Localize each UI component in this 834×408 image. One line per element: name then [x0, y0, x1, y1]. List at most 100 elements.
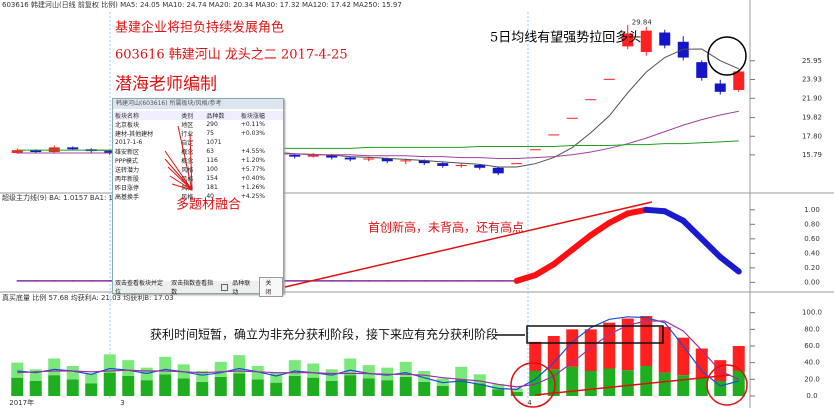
table-cell: +0.40%: [240, 175, 265, 182]
bar: [325, 381, 338, 396]
bar: [695, 377, 708, 396]
footer-hint: 双击查看板块并定位: [115, 280, 164, 296]
table-row[interactable]: PPP模式 概念 116 +1.20%: [113, 156, 283, 165]
dialog-title: 韩建河山(603616) 所属板块/风格/参考: [113, 99, 283, 109]
table-cell: +0.11%: [240, 121, 265, 128]
y-tick-label: 23.93: [802, 75, 822, 83]
table-cell: +4.25%: [240, 193, 265, 200]
bar: [159, 374, 172, 396]
table-cell: 板块名称: [113, 111, 180, 120]
y-tick-label: 21.90: [802, 94, 822, 102]
bar: [566, 366, 579, 396]
bar: [473, 383, 486, 396]
candle-body: [474, 164, 486, 168]
candle-body: [622, 33, 634, 47]
y-tick-label: 60.0: [804, 342, 820, 350]
table-cell: 建材-其他建材: [115, 131, 154, 138]
bar: [492, 384, 505, 390]
table-cell: +5.77%: [240, 166, 265, 173]
table-row[interactable]: 建材-其他建材 行业 75 +0.03%: [113, 129, 283, 138]
table-cell: 181: [206, 184, 218, 191]
table-cell: 概念: [181, 149, 194, 156]
table-row[interactable]: 昨日涨停 风格 181 +1.26%: [113, 183, 283, 192]
table-cell: 自定: [181, 140, 194, 147]
table-cell: 品种数: [204, 111, 239, 120]
bar: [11, 362, 24, 378]
dialog-footer: 双击查看板块并定位 双击指数查看指数 品种联动 关闭: [113, 277, 284, 297]
close-button[interactable]: 关闭: [259, 277, 284, 297]
bar: [640, 366, 653, 396]
candle-body: [289, 154, 301, 157]
sector-table: 板块名称 类别 品种数 板块涨幅 北京板块 地区 290 +0.11% 建材-其他建材 行业 75 +…: [113, 111, 283, 201]
bar: [29, 381, 42, 396]
bar: [103, 372, 116, 396]
bar: [473, 374, 486, 384]
line-segment: [680, 217, 705, 242]
bar: [344, 358, 357, 376]
candle-body: [11, 150, 23, 153]
bar: [29, 369, 42, 381]
candle-body: [455, 164, 467, 166]
table-cell: 100: [206, 166, 218, 173]
bar: [11, 377, 24, 396]
bar: [529, 341, 542, 371]
y-tick-label: 15.79: [802, 151, 822, 159]
high-label: 29.84: [632, 19, 653, 27]
candle-body: [30, 150, 42, 153]
table-cell: 154: [206, 175, 218, 182]
y-tick-label: 0.20: [804, 264, 820, 272]
table-cell: 75: [206, 130, 214, 137]
line-segment: [550, 246, 576, 268]
bar: [603, 368, 616, 396]
candle-body: [437, 163, 449, 166]
bar: [196, 371, 209, 382]
panel-title: 603616 韩建河山(日线 前复权 比例) MA5: 24.05 MA10: …: [2, 0, 402, 9]
checkbox[interactable]: [221, 283, 229, 291]
bar: [455, 379, 468, 396]
checkbox-label[interactable]: 品种联动: [232, 280, 251, 296]
table-cell: 送转潜力: [115, 167, 140, 174]
bar: [436, 386, 449, 396]
bar: [640, 316, 653, 366]
y-tick-label: 0.00: [804, 278, 820, 286]
table-cell: +0.03%: [240, 130, 265, 137]
table-row[interactable]: 雄安新区 概念 63 +4.55%: [113, 147, 283, 156]
bar: [214, 361, 227, 377]
table-row[interactable]: 两年新股 风格 154 +0.40%: [113, 174, 283, 183]
table-cell: 风格: [181, 176, 194, 183]
table-cell: 风格: [181, 194, 194, 201]
y-tick-label: 100.0: [802, 309, 822, 317]
table-row[interactable]: 高基换手 风格 40 +4.25%: [113, 192, 283, 201]
y-tick-label: 0.0: [806, 392, 817, 400]
table-cell: +1.26%: [240, 184, 265, 191]
x-tick-label: 2017年: [9, 398, 34, 407]
candle-body: [566, 117, 578, 119]
y-tick-label: 25.95: [802, 57, 822, 65]
table-cell: 高基换手: [115, 194, 140, 201]
table-cell: 风格: [181, 185, 194, 192]
bar: [48, 358, 61, 376]
bar: [214, 376, 227, 396]
bar: [418, 381, 431, 396]
y-tick-label: 40.0: [804, 359, 820, 367]
table-cell: +4.55%: [240, 148, 265, 155]
table-row[interactable]: 送转潜力 风格 100 +5.77%: [113, 165, 283, 174]
bar: [547, 336, 560, 370]
table-row[interactable]: 2017-1-6 自定 1071: [113, 138, 283, 147]
table-cell: 地区: [181, 122, 194, 129]
table-row[interactable]: 板块名称 类别 品种数 板块涨幅: [113, 111, 283, 120]
panel-title: 真买底量 比例 57.68 均获利A: 21.03 均获利B: 17.03: [2, 293, 174, 302]
bar: [66, 379, 79, 396]
y-tick-label: 80.0: [804, 325, 820, 333]
bar: [584, 371, 597, 396]
bar: [48, 375, 61, 396]
bar: [270, 372, 283, 383]
bar: [603, 322, 616, 369]
bar: [66, 366, 79, 380]
table-row[interactable]: 北京板块 地区 290 +0.11%: [113, 120, 283, 129]
line-segment: [569, 232, 594, 253]
panel-title: 超级主力线(9) BA: 1.0157 BA1: 1.0095: [2, 193, 133, 202]
table-cell: 北京板块: [115, 122, 140, 129]
candle-body: [381, 158, 393, 162]
bar: [177, 378, 190, 396]
